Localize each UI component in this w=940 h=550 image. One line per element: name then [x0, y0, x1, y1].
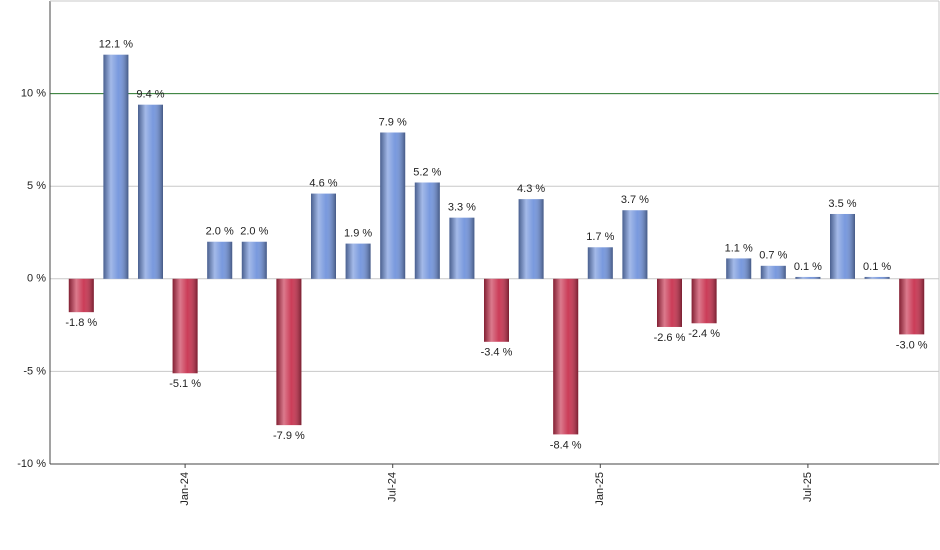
- value-label: 2.0 %: [240, 226, 268, 238]
- bar-shade: [276, 278, 302, 426]
- value-label: -2.4 %: [688, 328, 720, 340]
- bar-shade: [484, 278, 509, 342]
- value-label: 12.1 %: [99, 39, 133, 51]
- bar-shade: [345, 243, 371, 279]
- bar-shade: [68, 278, 94, 313]
- value-label: -1.8 %: [65, 317, 97, 329]
- bar-shade: [830, 213, 855, 279]
- value-label: -2.6 %: [654, 332, 686, 344]
- bar-shade: [760, 265, 786, 279]
- value-label: 7.9 %: [379, 116, 407, 128]
- x-tick-label: Jul-24: [387, 472, 399, 502]
- value-label: 3.5 %: [828, 198, 856, 210]
- bar-shade: [380, 132, 406, 279]
- value-label: 0.1 %: [863, 261, 891, 273]
- value-label: -5.1 %: [169, 378, 201, 390]
- bar-shade: [587, 247, 613, 279]
- x-tick-label: Jan-24: [179, 472, 191, 506]
- value-label: 1.7 %: [586, 231, 614, 243]
- value-label: 1.9 %: [344, 228, 372, 240]
- y-tick-label: 0 %: [27, 273, 46, 285]
- bar-shade: [864, 276, 890, 279]
- value-label: -7.9 %: [273, 430, 305, 442]
- bar-shade: [622, 210, 648, 279]
- x-tick-label: Jan-25: [594, 472, 606, 506]
- bar-shade: [795, 276, 821, 279]
- y-tick-label: 10 %: [21, 88, 46, 100]
- value-label: 0.7 %: [759, 250, 787, 262]
- bar-shade: [172, 278, 198, 374]
- y-tick-label: -10 %: [17, 458, 46, 470]
- bar-shade: [657, 278, 682, 327]
- bar-shade: [726, 258, 752, 279]
- bar-shade: [899, 278, 925, 335]
- bar-shade: [691, 278, 717, 324]
- bar-shade: [138, 104, 163, 279]
- value-label: 5.2 %: [413, 166, 441, 178]
- bar-shade: [553, 278, 579, 435]
- bar-shade: [241, 241, 267, 279]
- value-label: -3.0 %: [896, 339, 928, 351]
- bar-shade: [311, 193, 336, 279]
- value-label: 0.1 %: [794, 261, 822, 273]
- bar-shade: [103, 54, 129, 279]
- value-label: -8.4 %: [550, 439, 582, 451]
- value-label: 3.7 %: [621, 194, 649, 206]
- value-label: 2.0 %: [206, 226, 234, 238]
- x-tick-label: Jul-25: [802, 472, 814, 502]
- bar-shade: [449, 217, 475, 279]
- value-label: 3.3 %: [448, 202, 476, 214]
- value-label: 4.6 %: [309, 178, 337, 190]
- value-label: 1.1 %: [725, 242, 753, 254]
- bar-shade: [518, 199, 544, 279]
- bar-shade: [414, 182, 440, 279]
- y-tick-label: -5 %: [23, 365, 46, 377]
- bar-shade: [207, 241, 233, 279]
- value-label: 9.4 %: [136, 89, 164, 101]
- value-label: -3.4 %: [481, 347, 513, 359]
- value-label: 4.3 %: [517, 183, 545, 195]
- y-tick-label: 5 %: [27, 180, 46, 192]
